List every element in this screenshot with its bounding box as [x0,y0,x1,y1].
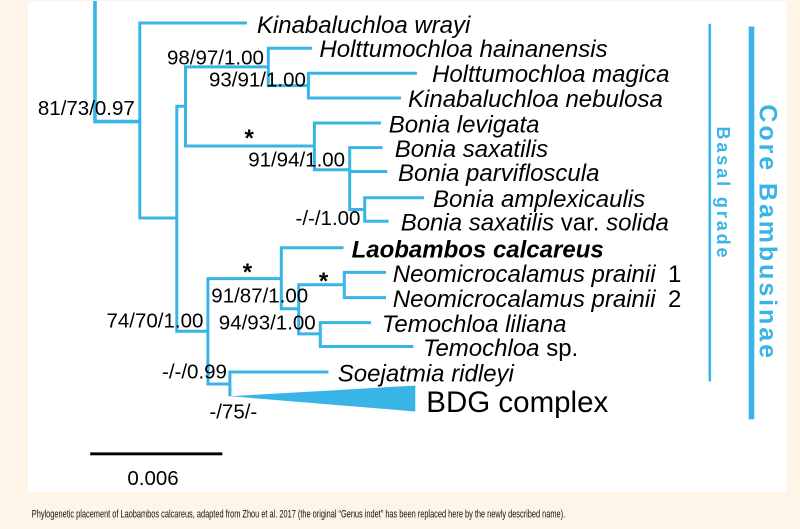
svg-text:Soejatmia ridleyi: Soejatmia ridleyi [338,360,515,387]
svg-text:BDG complex: BDG complex [426,386,608,419]
svg-text:*: * [319,268,329,295]
svg-text:*: * [245,125,255,152]
svg-text:98/97/1.00: 98/97/1.00 [167,47,264,70]
svg-text:-/-/1.00: -/-/1.00 [296,207,361,230]
svg-text:Basal grade: Basal grade [713,127,733,261]
svg-text:Bonia parvifloscula: Bonia parvifloscula [398,160,599,187]
svg-text:74/70/1.00: 74/70/1.00 [107,309,204,332]
svg-text:Laobambos calcareus: Laobambos calcareus [352,236,604,263]
svg-text:-/-/0.99: -/-/0.99 [162,361,227,384]
svg-text:Kinabaluchloa nebulosa: Kinabaluchloa nebulosa [408,86,663,113]
svg-text:Holttumochloa hainanensis: Holttumochloa hainanensis [319,36,607,63]
svg-text:Kinabaluchloa wrayi: Kinabaluchloa wrayi [257,12,471,39]
svg-text:Bonia saxatilis var. solida: Bonia saxatilis var. solida [401,210,669,237]
svg-text:Bonia levigata: Bonia levigata [389,111,540,138]
svg-text:Phylogenetic placement of Laob: Phylogenetic placement of Laobambos calc… [32,508,565,520]
svg-text:94/93/1.00: 94/93/1.00 [219,311,316,334]
svg-text:Core Bambusinae: Core Bambusinae [754,104,782,361]
svg-text:91/87/1.00: 91/87/1.00 [211,285,308,308]
svg-text:91/94/1.00: 91/94/1.00 [248,148,345,171]
svg-text:Temochloa sp.: Temochloa sp. [423,335,578,362]
svg-text:93/91/1.00: 93/91/1.00 [209,68,306,91]
svg-text:Holttumochloa magica: Holttumochloa magica [432,61,669,88]
svg-text:81/73/0.97: 81/73/0.97 [38,97,135,120]
svg-text:*: * [243,259,253,286]
svg-text:Temochloa liliana: Temochloa liliana [382,311,567,338]
svg-text:Bonia amplexicaulis: Bonia amplexicaulis [433,186,645,213]
svg-text:0.006: 0.006 [127,467,178,490]
svg-text:-/75/-: -/75/- [209,400,257,423]
svg-text:Bonia saxatilis: Bonia saxatilis [395,136,548,163]
